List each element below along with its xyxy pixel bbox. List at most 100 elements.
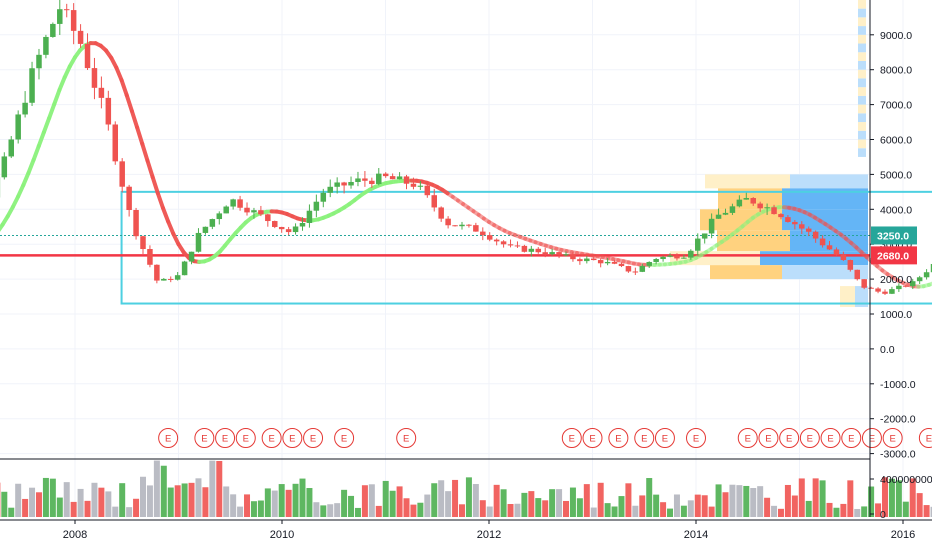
earnings-badge[interactable]	[561, 428, 582, 448]
price-tick-label: -3000.0	[880, 449, 916, 461]
ma-segment	[160, 205, 171, 224]
earnings-badge[interactable]	[334, 428, 355, 448]
volume-bar	[736, 485, 743, 517]
candle-body	[604, 261, 611, 264]
volume-bar	[791, 495, 798, 517]
volume-bar	[902, 501, 909, 517]
candle-body	[15, 114, 21, 140]
volume-bar	[160, 465, 167, 517]
time-tick-label: 2008	[63, 529, 87, 541]
earnings-badge[interactable]	[686, 428, 706, 448]
volume-bar	[777, 508, 784, 517]
volume-bar	[354, 507, 361, 517]
earnings-badge[interactable]	[282, 428, 303, 448]
earnings-badge-label: E	[807, 434, 813, 445]
volume-bar	[750, 488, 757, 517]
candle-body	[306, 210, 313, 223]
earnings-badge[interactable]	[918, 428, 932, 448]
candle-body	[1, 156, 8, 178]
candle-body	[167, 278, 174, 280]
earnings-badge-label: E	[693, 434, 699, 445]
ma-segment	[155, 191, 165, 210]
candle-body	[396, 176, 403, 180]
volume-bar	[396, 486, 403, 517]
earnings-badge[interactable]	[215, 428, 236, 448]
volume-bar	[535, 498, 542, 517]
candle-body	[8, 139, 14, 157]
volume-bar	[424, 494, 431, 517]
candle-body	[119, 161, 125, 187]
volume-bar	[8, 507, 15, 517]
volume-bar	[667, 508, 674, 517]
candle-body	[91, 68, 98, 88]
price-tick-label: 4000.0	[880, 204, 912, 216]
vp-thin-bar	[858, 60, 866, 70]
earnings-badge[interactable]	[654, 428, 675, 448]
volume-bar	[438, 480, 445, 517]
volume-bar	[139, 476, 146, 517]
volume-bar	[881, 477, 888, 517]
earnings-badge[interactable]	[861, 428, 882, 448]
volume-bar	[334, 503, 341, 517]
volume-bar	[146, 485, 153, 517]
candle-body	[195, 232, 202, 252]
earnings-badge[interactable]	[261, 428, 282, 448]
candle-body	[840, 254, 847, 261]
volume-bar	[465, 477, 472, 517]
earnings-badge[interactable]	[779, 428, 800, 448]
volume-bar	[833, 507, 840, 517]
vp-thin-bar	[858, 139, 866, 149]
candle-body	[362, 178, 368, 181]
volume-bar	[313, 502, 320, 517]
earnings-badge[interactable]	[634, 428, 655, 448]
volume-bar	[708, 506, 715, 517]
ma-segment	[129, 109, 140, 130]
candle-body	[237, 199, 243, 208]
volume-bar	[680, 505, 687, 517]
candle-body	[431, 195, 437, 208]
candle-body	[889, 289, 895, 294]
candle-body	[771, 207, 777, 215]
earnings-badge[interactable]	[396, 428, 417, 448]
earnings-badge[interactable]	[820, 428, 841, 448]
candle-body	[452, 225, 458, 227]
earnings-badge-label: E	[848, 434, 854, 445]
ma-segment	[31, 144, 41, 162]
earnings-badge[interactable]	[882, 428, 903, 448]
candle-body	[154, 264, 160, 281]
volume-bar	[77, 488, 84, 517]
earnings-badge[interactable]	[841, 428, 862, 448]
earnings-badge[interactable]	[799, 428, 820, 448]
earnings-badge[interactable]	[758, 428, 779, 448]
earnings-badge-label: E	[243, 434, 249, 445]
volume-bar	[805, 500, 812, 517]
candle-body	[611, 261, 618, 264]
candle-body	[667, 255, 673, 257]
candle-body	[521, 245, 528, 252]
volume-bar	[84, 500, 91, 517]
earnings-badge[interactable]	[737, 428, 758, 448]
volume-bar	[410, 504, 417, 517]
earnings-badge[interactable]	[303, 428, 324, 448]
volume-bar	[375, 505, 382, 517]
vp-bar	[717, 230, 790, 252]
earnings-badges[interactable]: EEEEEEEEEEEEEEEEEEEEEEEEEEEEEEEEEEEE	[158, 428, 932, 448]
volume-bar	[188, 482, 195, 517]
candle-body	[695, 238, 701, 251]
earnings-badge[interactable]	[235, 428, 256, 448]
earnings-badge[interactable]	[158, 428, 179, 448]
volume-bar	[847, 480, 854, 517]
price-lines	[0, 234, 870, 257]
candle-body	[632, 271, 639, 273]
volume-bar	[174, 485, 181, 517]
volume-bar	[514, 503, 521, 517]
earnings-badge[interactable]	[194, 428, 215, 448]
earnings-badge[interactable]	[608, 428, 629, 448]
candle-body	[584, 258, 590, 262]
earnings-badge[interactable]	[582, 428, 603, 448]
ma-segment	[52, 87, 62, 107]
candle-body	[265, 214, 271, 222]
candle-body	[424, 185, 431, 196]
candle-body	[29, 68, 35, 103]
